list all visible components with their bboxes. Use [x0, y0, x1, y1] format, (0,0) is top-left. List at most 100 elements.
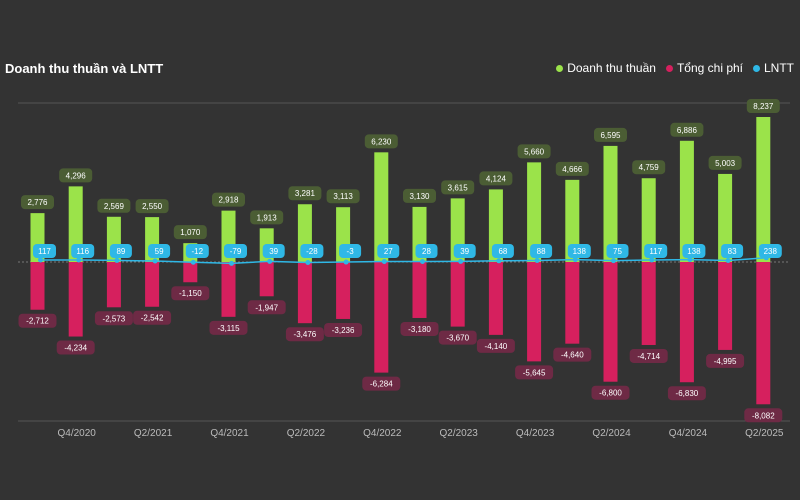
label-cost-bg	[476, 338, 515, 353]
bar-cost	[641, 262, 656, 345]
lntt-point	[611, 258, 616, 264]
bar-revenue	[756, 117, 771, 262]
label-cost-text: -2,542	[141, 314, 164, 323]
label-revenue-bg	[517, 144, 551, 159]
bar-revenue	[68, 186, 83, 262]
bar-cost	[336, 262, 351, 319]
label-cost-bg	[56, 340, 95, 355]
label-lntt-bg	[453, 244, 476, 258]
label-revenue-bg	[403, 188, 436, 203]
label-revenue-text: 2,569	[104, 202, 125, 211]
label-lntt-bg	[377, 244, 400, 258]
label-cost-text: -4,234	[64, 344, 87, 353]
label-revenue-text: 2,550	[142, 202, 163, 211]
bar-revenue	[488, 189, 503, 262]
label-revenue-text: 2,918	[218, 196, 239, 205]
lntt-point	[725, 258, 731, 264]
legend-item-revenue[interactable]: Doanh thu thuần	[556, 61, 656, 75]
label-revenue-bg	[441, 180, 475, 195]
label-revenue-text: 5,003	[715, 159, 736, 168]
bar-cost	[679, 262, 694, 383]
label-cost-text: -6,284	[370, 380, 393, 389]
label-revenue-bg	[212, 192, 245, 207]
label-lntt-text: 39	[269, 247, 278, 256]
bar-cost	[106, 262, 121, 308]
label-revenue-bg	[479, 171, 513, 186]
label-lntt-text: 88	[537, 247, 546, 256]
label-lntt-text: 59	[155, 247, 164, 256]
bar-cost	[450, 262, 465, 327]
legend-item-cost[interactable]: Tổng chi phí	[665, 61, 743, 75]
label-cost-text: -6,800	[599, 389, 622, 398]
bar-cost	[183, 262, 198, 283]
x-tick-label: Q4/2020	[58, 428, 97, 439]
label-revenue-text: 3,281	[295, 189, 316, 198]
label-lntt-text: 117	[38, 247, 51, 256]
label-lntt-text: 68	[498, 247, 507, 256]
label-revenue-bg	[670, 122, 704, 137]
label-lntt-bg	[109, 244, 132, 258]
label-lntt-bg	[721, 244, 744, 258]
label-lntt-text: 83	[728, 247, 737, 256]
label-cost-bg	[94, 311, 133, 326]
chart-title: Doanh thu thuần và LNTT	[5, 61, 164, 76]
label-cost-text: -4,640	[561, 351, 584, 360]
label-lntt-text: 75	[613, 247, 622, 256]
label-cost-text: -4,995	[714, 357, 737, 366]
x-tick-label: Q2/2023	[440, 428, 479, 439]
lntt-point	[343, 259, 349, 265]
lntt-point	[76, 257, 82, 263]
label-revenue-text: 8,237	[753, 102, 774, 111]
label-revenue-bg	[708, 155, 742, 170]
x-tick-label: Q4/2022	[363, 428, 402, 439]
label-cost-text: -3,115	[217, 324, 240, 333]
label-revenue-bg	[326, 189, 360, 204]
label-lntt-bg	[148, 244, 171, 258]
x-tick-label: Q4/2024	[669, 428, 708, 439]
lntt-point	[496, 258, 502, 264]
label-cost-bg	[629, 348, 668, 363]
label-lntt-bg	[415, 244, 438, 258]
label-cost-text: -6,830	[676, 389, 699, 398]
label-cost-bg	[362, 376, 401, 391]
bar-revenue	[565, 179, 580, 262]
bar-cost	[756, 262, 771, 405]
bar-cost	[565, 262, 580, 344]
legend-revenue-dot	[556, 64, 564, 72]
label-cost-bg	[744, 408, 783, 423]
label-cost-text: -4,714	[637, 352, 660, 361]
label-lntt-bg	[224, 244, 247, 258]
label-cost-text: -4,140	[485, 342, 508, 351]
lntt-point	[381, 259, 387, 265]
label-lntt-bg	[682, 244, 706, 258]
label-cost-text: -2,573	[103, 314, 126, 323]
label-revenue-text: 1,913	[257, 213, 278, 222]
label-revenue-bg	[173, 225, 207, 240]
label-cost-bg	[133, 310, 172, 325]
label-lntt-text: -3	[347, 247, 355, 256]
legend-lntt-label: LNTT	[764, 61, 794, 75]
label-revenue-bg	[59, 168, 93, 183]
label-revenue-bg	[364, 134, 398, 149]
label-cost-text: -2,712	[26, 317, 49, 326]
label-revenue-text: 6,595	[600, 131, 621, 140]
label-lntt-bg	[300, 244, 324, 258]
x-tick-label: Q2/2024	[592, 428, 631, 439]
label-lntt-text: 238	[764, 247, 778, 256]
bar-cost	[30, 262, 45, 310]
label-revenue-text: 1,070	[180, 228, 201, 237]
label-cost-bg	[285, 327, 324, 342]
bar-cost	[145, 262, 160, 307]
x-tick-label: Q2/2025	[745, 428, 784, 439]
label-lntt-bg	[758, 244, 782, 258]
lntt-line	[40, 257, 767, 265]
label-cost-bg	[171, 286, 210, 301]
label-lntt-bg	[71, 244, 95, 258]
label-lntt-bg	[491, 244, 514, 258]
legend-item-lntt[interactable]: LNTT	[753, 61, 794, 75]
label-cost-text: -1,947	[255, 303, 278, 312]
legend-revenue-label: Doanh thu thuần	[567, 61, 656, 75]
label-revenue-text: 3,113	[333, 192, 353, 201]
label-lntt-bg	[339, 244, 362, 258]
